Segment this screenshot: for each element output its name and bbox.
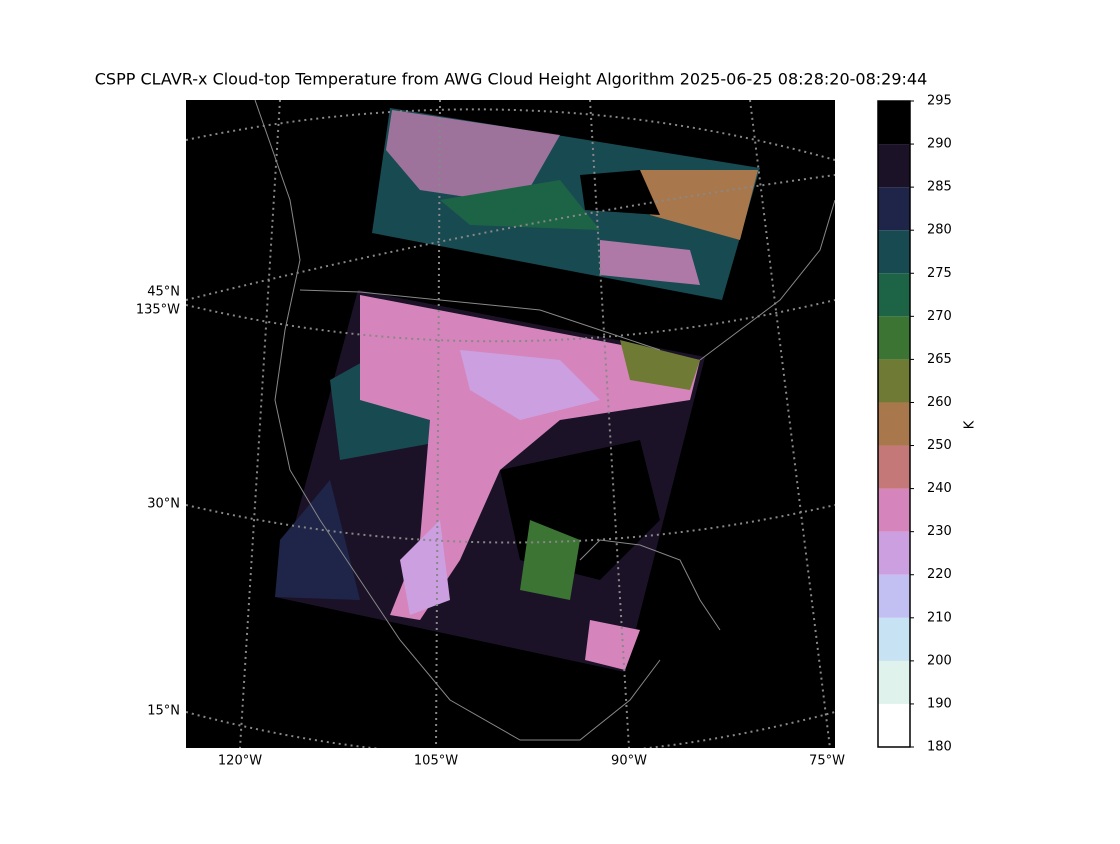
grid-line	[239, 100, 281, 748]
grid-line	[435, 100, 441, 748]
grid-line	[186, 108, 835, 161]
colorbar-segment	[878, 359, 910, 403]
colorbar-segment	[878, 703, 910, 747]
grid-line	[749, 100, 831, 748]
colorbar-segment	[878, 531, 910, 575]
map-content	[186, 100, 835, 748]
colorbar-segment	[878, 445, 910, 489]
coastline	[699, 199, 835, 361]
lat-label: 45°N	[147, 285, 180, 300]
cloud-patch	[585, 620, 640, 670]
colorbar: 180 190 200 210 220 230 240 250 260 265 270 275 280 2…	[877, 94, 952, 755]
grid-line	[186, 174, 835, 301]
colorbar-tick-label: 250	[927, 438, 952, 453]
lat-label: 135°W	[136, 303, 180, 318]
cloud-patch	[360, 295, 700, 620]
lake-gap	[580, 170, 660, 215]
colorbar-tick-label: 240	[927, 481, 952, 496]
map-title: CSPP CLAVR-x Cloud-top Temperature from …	[95, 70, 928, 89]
colorbar-tick-label: 220	[927, 567, 952, 582]
colorbar-tick-label: 180	[927, 740, 952, 755]
cloud-patch	[600, 240, 700, 285]
colorbar-tick-label: 280	[927, 223, 952, 238]
grid-line	[186, 299, 835, 343]
colorbar-segment	[878, 273, 910, 317]
colorbar-segment	[878, 574, 910, 618]
colorbar-tick-label: 260	[927, 395, 952, 410]
coastline	[254, 100, 661, 741]
lat-label: 30°N	[147, 497, 180, 512]
cloud-patch	[520, 520, 580, 600]
colorbar-tick-label: 285	[927, 180, 952, 195]
colorbar-segment	[878, 488, 910, 532]
lat-label: 15°N	[147, 704, 180, 719]
map-frame	[186, 100, 835, 748]
cloud-patch	[620, 340, 700, 390]
cloud-patch	[386, 110, 560, 205]
cloud-patch	[275, 480, 360, 600]
lon-label: 75°W	[809, 754, 845, 769]
colorbar-tick-label: 230	[927, 524, 952, 539]
lon-label: 90°W	[611, 754, 647, 769]
lon-label: 105°W	[414, 754, 458, 769]
colorbar-segment	[878, 187, 910, 231]
colorbar-segment	[878, 316, 910, 360]
colorbar-tick-label: 210	[927, 610, 952, 625]
cloud-patch	[640, 170, 758, 240]
colorbar-segment	[878, 230, 910, 274]
colorbar-segment	[878, 144, 910, 188]
border	[299, 289, 661, 351]
colorbar-tick-label: 190	[927, 696, 952, 711]
colorbar-outline	[877, 100, 911, 748]
grid-line	[589, 100, 630, 748]
cloud-patch	[440, 180, 600, 230]
colorbar-segment	[878, 660, 910, 704]
colorbar-segment	[878, 617, 910, 661]
axis-labels: 45°N 135°W 30°N 15°N 120°W 105°W 90°W 75°W	[136, 285, 845, 769]
colorbar-segment	[878, 402, 910, 446]
cloud-patch	[400, 520, 450, 615]
coastline	[579, 539, 721, 631]
colorbar-label: K	[963, 420, 978, 429]
colorbar-tick-label: 290	[927, 137, 952, 152]
colorbar-tick-label: 270	[927, 309, 952, 324]
lon-label: 120°W	[218, 754, 262, 769]
colorbar-tick-label: 295	[927, 94, 952, 109]
colorbar-tick-label: 275	[927, 266, 952, 281]
colorbar-tick-label: 265	[927, 352, 952, 367]
cloud-patch	[460, 350, 600, 420]
colorbar-segment	[878, 101, 910, 145]
colorbar-tick-label: 200	[927, 653, 952, 668]
